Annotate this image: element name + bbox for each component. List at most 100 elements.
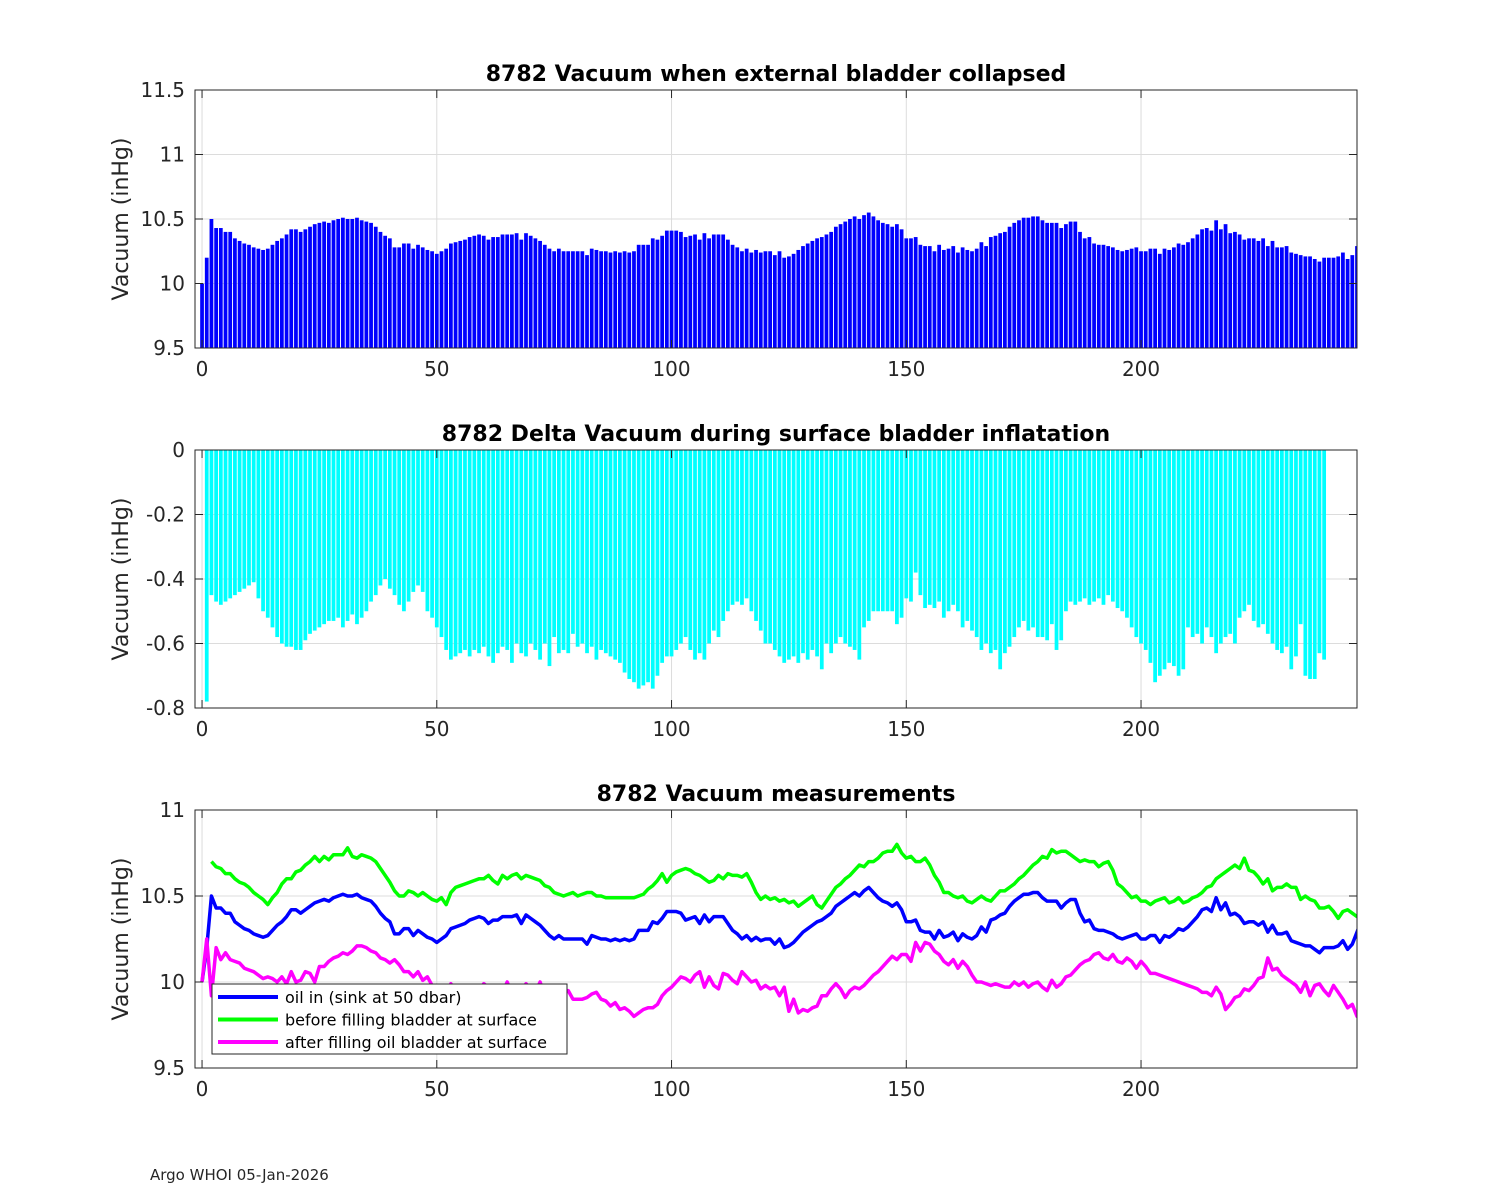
bar [613, 450, 618, 660]
bar [632, 251, 636, 348]
bar [716, 450, 721, 638]
bar [918, 450, 923, 596]
bar [561, 251, 566, 348]
bar [575, 450, 580, 647]
bar [547, 248, 552, 348]
bar [777, 251, 782, 348]
bar [852, 450, 857, 650]
bar [425, 450, 430, 612]
bar [1181, 244, 1186, 348]
legend-label: before filling bladder at surface [285, 1011, 537, 1030]
x-tick-label: 150 [887, 357, 925, 381]
bar [998, 233, 1003, 348]
bar [336, 219, 341, 348]
bar [1209, 450, 1214, 638]
bar [1218, 229, 1223, 348]
bar [1162, 450, 1167, 670]
bar [1209, 230, 1214, 348]
bar [1251, 450, 1256, 621]
x-tick-label: 0 [196, 717, 209, 741]
bar [294, 450, 298, 650]
bar [1289, 450, 1294, 670]
bar [787, 450, 791, 660]
bar [608, 252, 613, 348]
y-tick-label: 0 [172, 438, 185, 462]
bar [796, 450, 801, 663]
bar [326, 222, 331, 348]
bar [721, 234, 726, 348]
bar [387, 238, 392, 348]
bar [885, 450, 890, 612]
bar [810, 240, 815, 348]
bar [463, 239, 467, 348]
bar [829, 450, 834, 654]
bar [312, 224, 317, 348]
bar [1237, 234, 1242, 348]
bar [233, 450, 237, 596]
bar [1214, 220, 1219, 348]
bar [1026, 217, 1031, 348]
bar [730, 244, 735, 348]
bar [1214, 450, 1219, 654]
bar [284, 234, 289, 348]
y-tick-label: 10 [160, 970, 185, 994]
bar [594, 450, 599, 660]
bar [1200, 229, 1204, 348]
bar [218, 450, 223, 605]
bar [679, 450, 683, 644]
bar [552, 251, 557, 348]
bar [890, 450, 895, 612]
bar [1176, 243, 1181, 348]
bar [796, 249, 801, 348]
bar [693, 450, 697, 660]
bar [486, 239, 491, 348]
bar [984, 450, 988, 644]
bar [1129, 450, 1134, 628]
bar [913, 450, 918, 573]
bar [1251, 238, 1256, 348]
bar [373, 450, 378, 596]
bar [772, 450, 777, 650]
bar [848, 450, 852, 647]
bar [603, 450, 608, 654]
bar [725, 239, 730, 348]
bar [932, 450, 937, 609]
bar [1040, 450, 1045, 638]
bar [1275, 247, 1280, 348]
bar [1031, 216, 1035, 348]
bar [777, 450, 782, 657]
bar [862, 450, 866, 628]
bar [1233, 450, 1237, 644]
bar [589, 450, 594, 647]
bar [1280, 450, 1284, 654]
bar [1228, 233, 1233, 348]
bar [1101, 450, 1106, 605]
bar [242, 243, 247, 348]
bar [965, 450, 970, 621]
bar [402, 243, 406, 348]
bar [294, 229, 298, 348]
bar [1355, 246, 1357, 348]
bar [495, 237, 500, 348]
bar [735, 450, 740, 602]
bar [289, 450, 294, 647]
bar [481, 450, 486, 647]
bar [974, 450, 979, 638]
bar [1049, 222, 1054, 348]
bar [1223, 224, 1228, 348]
bar [1087, 450, 1092, 605]
bar [1317, 450, 1322, 654]
bar [1040, 220, 1045, 348]
bar [674, 230, 679, 348]
bar [1265, 450, 1270, 634]
bar [688, 450, 693, 650]
bar [1308, 450, 1312, 679]
bar [979, 450, 984, 650]
x-tick-label: 50 [424, 717, 449, 741]
bar [1078, 231, 1082, 348]
bar [397, 247, 402, 348]
bar [1167, 249, 1172, 348]
bar [303, 229, 308, 348]
bar [495, 450, 500, 654]
bar [1200, 450, 1204, 644]
